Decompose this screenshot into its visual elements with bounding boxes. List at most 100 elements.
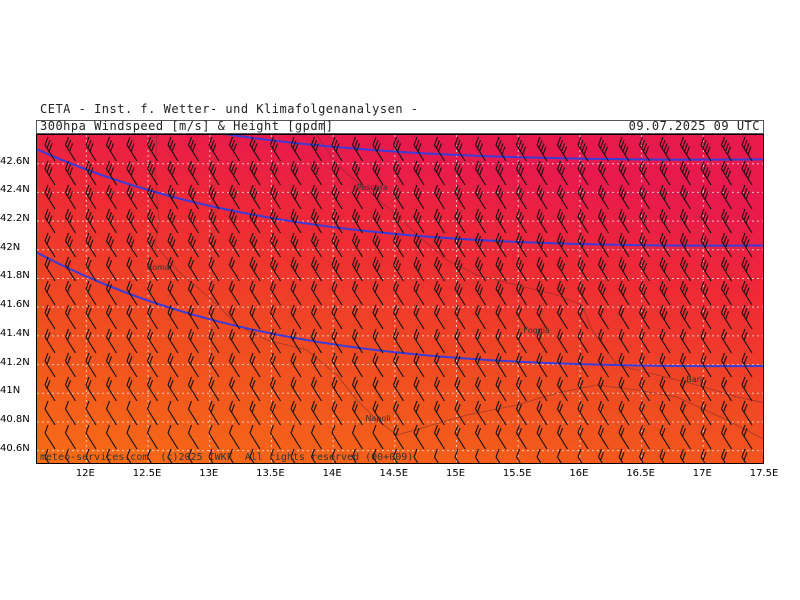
wind-barb xyxy=(187,256,199,282)
wind-barb xyxy=(208,280,220,306)
wind-barb xyxy=(741,448,748,463)
latitude-tick-label: 42.4N xyxy=(0,184,30,196)
wind-barb xyxy=(433,400,445,426)
wind-barb xyxy=(556,424,568,450)
wind-barb xyxy=(351,448,357,463)
wind-barb xyxy=(372,160,384,186)
wind-barb xyxy=(556,328,568,354)
wind-barb xyxy=(474,232,486,258)
wind-barb xyxy=(310,160,322,186)
wind-barb xyxy=(597,400,609,426)
wind-barb xyxy=(331,232,343,258)
city-label: Pescara xyxy=(356,182,388,192)
wind-barb xyxy=(290,184,302,210)
wind-barb xyxy=(44,328,56,354)
wind-barb xyxy=(495,208,507,234)
wind-barb xyxy=(495,184,507,210)
wind-barb xyxy=(597,232,609,258)
wind-barb xyxy=(64,328,76,354)
wind-barb xyxy=(413,160,425,186)
wind-barb xyxy=(126,352,138,378)
wind-barb xyxy=(556,448,562,463)
wind-barb xyxy=(720,424,732,450)
wind-barb xyxy=(85,136,97,162)
wind-barb xyxy=(659,352,671,378)
wind-barb xyxy=(146,136,158,162)
wind-barb xyxy=(85,208,97,234)
wind-barb xyxy=(700,328,712,354)
wind-barb xyxy=(269,304,281,330)
wind-barb xyxy=(556,208,568,234)
wind-barb xyxy=(556,184,568,210)
wind-barb xyxy=(351,376,363,402)
wind-barb xyxy=(146,160,158,186)
wind-barb xyxy=(720,280,732,306)
wind-barb xyxy=(208,232,220,258)
wind-barb xyxy=(597,160,609,186)
wind-barb xyxy=(495,136,507,162)
wind-barb xyxy=(208,304,220,330)
wind-barb xyxy=(310,352,322,378)
wind-barb xyxy=(618,328,630,354)
wind-barb xyxy=(515,304,527,330)
wind-barb xyxy=(372,280,384,306)
wind-barb xyxy=(495,448,501,463)
wind-barb xyxy=(618,136,630,162)
wind-barb xyxy=(720,184,732,210)
wind-barb xyxy=(659,160,671,186)
wind-barb xyxy=(577,256,589,282)
wind-barb xyxy=(64,208,76,234)
wind-barb xyxy=(105,304,117,330)
wind-barb xyxy=(700,448,707,463)
wind-barb xyxy=(741,424,753,450)
wind-barb xyxy=(44,136,56,162)
wind-barb xyxy=(372,448,378,463)
wind-barb xyxy=(249,256,261,282)
latitude-tick-label: 41.8N xyxy=(0,270,30,282)
wind-barb xyxy=(536,184,548,210)
wind-barb xyxy=(700,400,712,426)
wind-barb xyxy=(44,448,50,463)
wind-barb xyxy=(720,256,732,282)
wind-barb xyxy=(556,352,568,378)
wind-barb xyxy=(310,328,322,354)
wind-barb xyxy=(85,400,97,426)
wind-barb xyxy=(331,208,343,234)
wind-barb xyxy=(249,424,261,450)
wind-barb xyxy=(249,448,255,463)
wind-barb xyxy=(515,208,527,234)
wind-barb xyxy=(577,304,589,330)
wind-barb xyxy=(577,352,589,378)
wind-barb xyxy=(187,136,199,162)
wind-barb xyxy=(741,280,753,306)
wind-barb xyxy=(515,184,527,210)
wind-barb xyxy=(577,232,589,258)
wind-barb xyxy=(741,232,753,258)
wind-barb xyxy=(454,136,466,162)
wind-barb xyxy=(208,160,220,186)
wind-barb xyxy=(228,376,240,402)
wind-barb xyxy=(474,352,486,378)
wind-barb xyxy=(269,280,281,306)
wind-barb xyxy=(556,400,568,426)
wind-barb xyxy=(64,352,76,378)
wind-barb xyxy=(85,352,97,378)
wind-barb xyxy=(167,208,179,234)
wind-barb xyxy=(372,256,384,282)
wind-barb xyxy=(413,448,419,463)
wind-barb xyxy=(290,208,302,234)
wind-barb xyxy=(249,160,261,186)
wind-barb xyxy=(577,448,583,463)
wind-barb xyxy=(249,304,261,330)
wind-barb xyxy=(105,352,117,378)
wind-barb xyxy=(290,352,302,378)
wind-barb xyxy=(269,352,281,378)
wind-barb xyxy=(474,280,486,306)
wind-barb xyxy=(146,352,158,378)
wind-barb xyxy=(618,352,630,378)
wind-barb xyxy=(679,184,691,210)
wind-barb xyxy=(85,280,97,306)
wind-barb xyxy=(167,448,173,463)
wind-barb xyxy=(474,400,486,426)
wind-barb xyxy=(659,424,671,450)
